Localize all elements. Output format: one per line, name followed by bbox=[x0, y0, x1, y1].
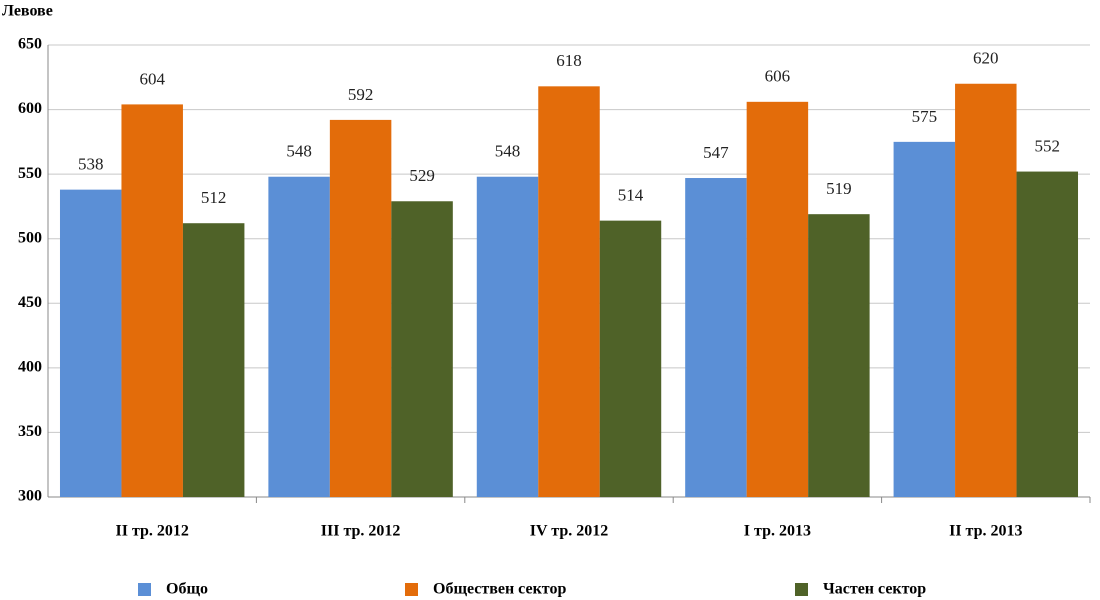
data-label: 606 bbox=[765, 67, 791, 86]
bar bbox=[955, 83, 1017, 497]
x-tick-label: III тр. 2012 bbox=[321, 523, 401, 540]
legend-label: Общо bbox=[166, 581, 208, 598]
y-tick-label: 400 bbox=[18, 359, 42, 376]
y-tick-label: 350 bbox=[18, 423, 42, 440]
bar bbox=[182, 223, 245, 497]
x-tick-label: IV тр. 2012 bbox=[530, 523, 608, 540]
bar bbox=[59, 189, 122, 497]
bar bbox=[599, 220, 662, 498]
data-label: 592 bbox=[348, 85, 374, 104]
data-label: 620 bbox=[973, 49, 999, 68]
bar bbox=[391, 201, 453, 497]
data-label: 552 bbox=[1035, 136, 1061, 155]
bar bbox=[538, 86, 600, 497]
y-tick-label: 300 bbox=[18, 488, 42, 505]
bar bbox=[685, 178, 747, 497]
bar bbox=[268, 176, 330, 497]
legend-label: Обществен сектор bbox=[433, 581, 566, 598]
bar bbox=[476, 176, 539, 497]
bar bbox=[1016, 171, 1079, 497]
data-label: 547 bbox=[703, 143, 729, 162]
data-label: 529 bbox=[409, 166, 435, 185]
y-tick-label: 550 bbox=[18, 165, 42, 182]
legend-marker bbox=[795, 583, 808, 596]
data-label: 512 bbox=[201, 188, 227, 207]
y-tick-label: 650 bbox=[18, 36, 42, 53]
bar bbox=[121, 104, 183, 498]
data-label: 618 bbox=[556, 51, 582, 70]
x-tick-label: II тр. 2013 bbox=[949, 523, 1022, 540]
data-label: 519 bbox=[826, 179, 852, 198]
x-tick-label: II тр. 2012 bbox=[115, 523, 188, 540]
data-label: 538 bbox=[78, 155, 104, 174]
y-axis-label: Левове bbox=[2, 3, 53, 20]
bar bbox=[808, 214, 870, 498]
data-label: 548 bbox=[286, 142, 312, 161]
data-label: 604 bbox=[139, 69, 165, 88]
legend-marker bbox=[138, 583, 151, 596]
bar bbox=[746, 101, 809, 497]
bar bbox=[329, 119, 392, 497]
bar bbox=[893, 141, 956, 497]
y-tick-label: 450 bbox=[18, 294, 42, 311]
data-label: 514 bbox=[618, 186, 644, 205]
y-tick-label: 500 bbox=[18, 229, 42, 246]
x-tick-label: I тр. 2013 bbox=[744, 523, 811, 540]
legend-marker bbox=[405, 583, 418, 596]
legend-label: Частен сектор bbox=[823, 581, 926, 598]
data-label: 575 bbox=[912, 107, 938, 126]
y-tick-label: 600 bbox=[18, 100, 42, 117]
data-label: 548 bbox=[495, 142, 521, 161]
